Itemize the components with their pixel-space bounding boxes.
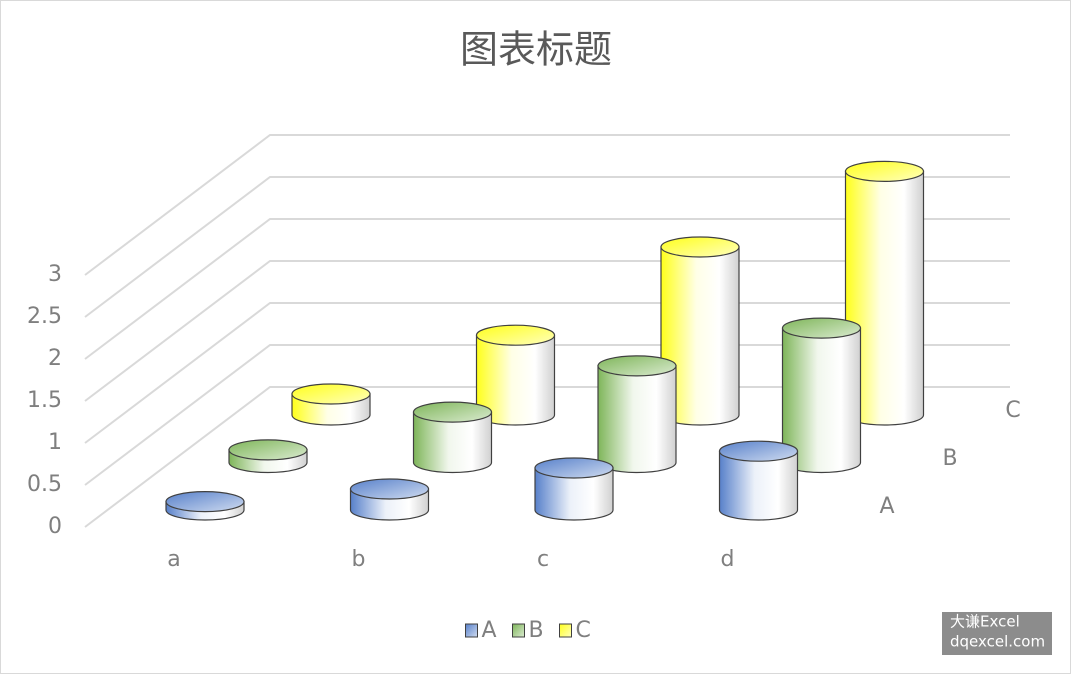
- y-tick-label: 3: [48, 262, 62, 287]
- cylinder: [597, 355, 677, 474]
- legend-swatch: [559, 623, 572, 638]
- cylinder-body: [718, 450, 799, 521]
- cylinder: [349, 478, 430, 521]
- y-tick-label: 1: [48, 430, 62, 455]
- watermark-text: 大谦Excel: [950, 613, 1020, 631]
- cylinder-top: [412, 401, 493, 423]
- depth-axis-label: B: [942, 446, 957, 471]
- cylinder-top: [228, 439, 308, 461]
- grid-line: [84, 302, 1010, 444]
- legend-label: A: [482, 618, 497, 643]
- cylinder-top: [475, 324, 556, 346]
- watermark-text: dqexcel.com: [950, 633, 1045, 651]
- cylinder-top: [844, 160, 925, 182]
- y-tick-label: 2.5: [27, 304, 62, 329]
- x-tick-label: c: [537, 547, 549, 572]
- cylinder: [534, 457, 614, 521]
- cylinder-top: [349, 478, 430, 500]
- legend-label: B: [529, 618, 544, 643]
- y-tick-label: 1.5: [27, 388, 62, 413]
- y-tick-label: 0: [48, 514, 62, 539]
- depth-axis-label: C: [1005, 398, 1020, 423]
- grid-line: [84, 218, 1010, 360]
- grid-line: [84, 344, 1010, 486]
- x-tick-label: a: [167, 547, 180, 572]
- cylinder-body: [412, 411, 493, 474]
- grid-line: [84, 386, 1010, 528]
- legend-label: C: [576, 618, 591, 643]
- chart-title: 图表标题: [460, 28, 612, 72]
- cylinder-top: [291, 383, 371, 405]
- cylinder: [228, 439, 308, 474]
- legend-swatch: [512, 623, 525, 638]
- grid-line: [84, 134, 1010, 276]
- cylinder-top: [660, 236, 740, 258]
- cylinder: [412, 401, 493, 474]
- cylinder-top: [781, 317, 862, 339]
- cylinder-body: [534, 467, 614, 521]
- cylinder-top: [534, 457, 614, 479]
- depth-axis-label: A: [879, 494, 894, 519]
- cylinder: [291, 383, 371, 426]
- grid-line: [84, 260, 1010, 402]
- cylinder-top: [597, 355, 677, 377]
- cylinder-body: [597, 365, 677, 474]
- cylinder-top: [718, 440, 799, 462]
- cylinder: [475, 324, 556, 426]
- cylinder-top: [165, 491, 245, 513]
- grid-line: [84, 176, 1010, 318]
- legend-swatch: [465, 623, 478, 638]
- cylinder: [165, 491, 245, 521]
- y-tick-label: 2: [48, 346, 62, 371]
- watermark-box: [942, 612, 1052, 655]
- x-tick-label: d: [721, 547, 735, 572]
- cylinder: [718, 440, 799, 521]
- x-tick-label: b: [352, 547, 366, 572]
- y-tick-label: 0.5: [27, 472, 62, 497]
